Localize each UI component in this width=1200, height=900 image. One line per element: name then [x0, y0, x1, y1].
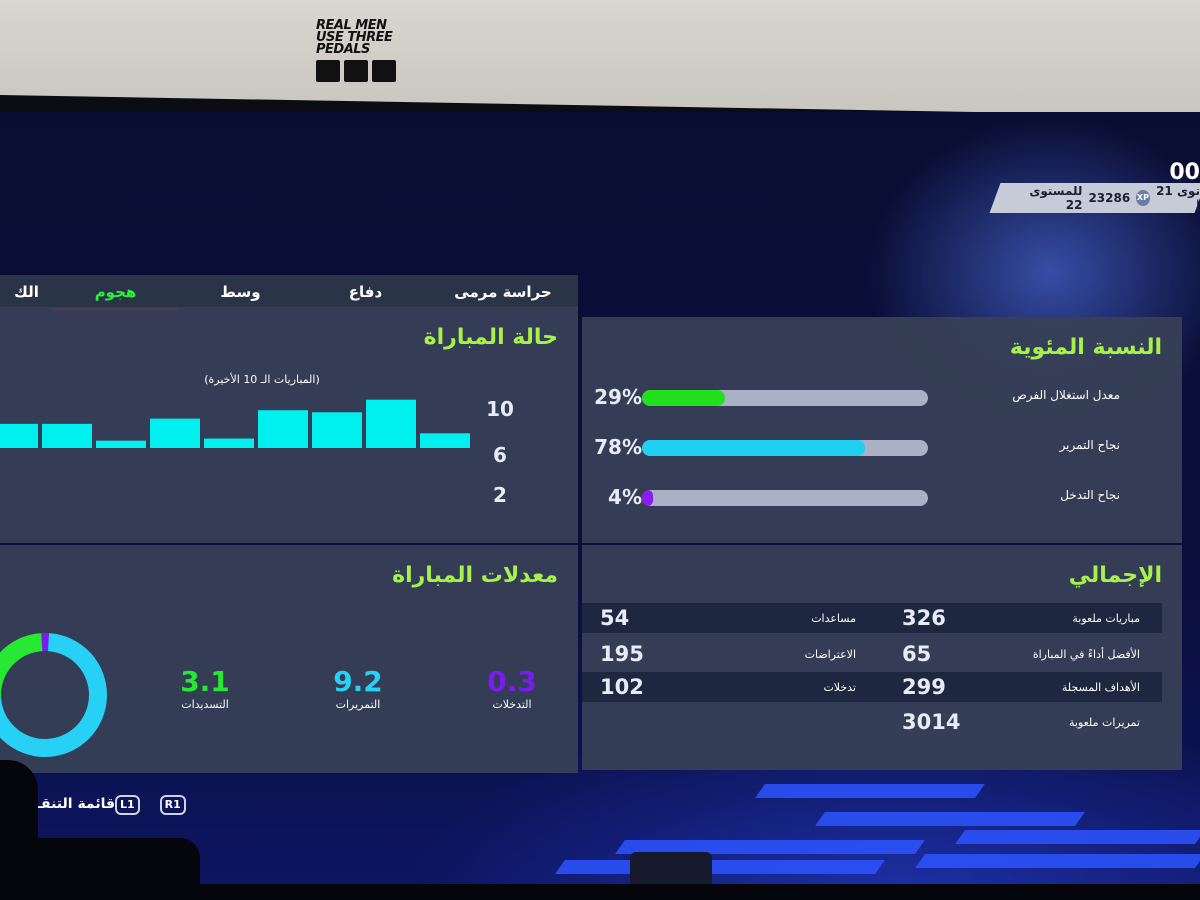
- donut-slice-1: [41, 633, 50, 652]
- stat-value: 3014: [902, 710, 961, 734]
- wall-sticker: REAL MEN USE THREE PEDALS: [316, 18, 412, 82]
- stat-value: 299: [902, 675, 946, 699]
- match-rates-donut: [0, 633, 107, 757]
- stat-value: 65: [902, 642, 932, 666]
- bar-row-chance-conversion: 29% معدل استغلال الفرص: [582, 383, 1182, 413]
- rate-shots: 3.1 التسديدات: [150, 665, 260, 711]
- bar-row-pass-success: 78% نجاح التمرير: [582, 433, 1182, 463]
- table-row: 54 مساعدات 326 مباريات ملعوبة: [582, 603, 1162, 633]
- rate-tackles: 0.3 التدخلات: [457, 665, 567, 711]
- form-bar-4: [96, 440, 146, 448]
- tab-defense[interactable]: دفاع: [348, 283, 383, 301]
- y-tick-6: 6: [493, 443, 507, 467]
- match-rates-panel: معدلات المباراة 0.3 التدخلات 9.2 التمرير…: [0, 545, 578, 773]
- bar-fill: [642, 490, 654, 506]
- bar-track: [642, 440, 928, 456]
- bar-label: نجاح التدخل: [1060, 488, 1120, 502]
- donut-slice-3: [0, 633, 43, 698]
- stat-label: تدخلات: [823, 681, 856, 694]
- chart-caption: (المباريات الـ 10 الأخيرة): [204, 372, 320, 386]
- tab-more[interactable]: الك: [14, 283, 39, 301]
- r1-button[interactable]: R1: [159, 795, 186, 815]
- xp-icon: XP: [1136, 190, 1150, 206]
- donut-slice-2: [0, 633, 107, 757]
- sticker-line-2: USE THREE: [316, 30, 393, 45]
- form-bar-2: [0, 423, 38, 448]
- rate-value: 0.3: [487, 665, 537, 698]
- table-row: 3014 تمريرات ملعوبة: [582, 707, 1162, 737]
- rate-passes: 9.2 التمريرات: [303, 665, 413, 711]
- rate-label: التمريرات: [335, 698, 381, 711]
- bar-fill: [642, 390, 725, 406]
- l1-button[interactable]: L1: [115, 795, 140, 815]
- bar-pct: 4%: [608, 485, 642, 509]
- next-level: للمستوى 22: [1029, 184, 1083, 212]
- current-level: توى 21 |: [1156, 184, 1200, 212]
- stat-label: الأفضل أداءً في المباراة: [1032, 648, 1140, 661]
- match-form-chart: (المباريات الـ 10 الأخيرة) 10 6 2: [0, 372, 514, 507]
- match-form-panel: حالة المباراة (المباريات الـ 10 الأخيرة)…: [0, 307, 578, 543]
- stat-label: مساعدات: [811, 612, 856, 625]
- table-row: 102 تدخلات 299 الأهداف المسجلة: [582, 672, 1162, 702]
- room-wall: [0, 0, 1200, 112]
- stat-label: الاعتراضات: [804, 648, 856, 661]
- rate-label: التدخلات: [492, 698, 532, 711]
- stat-value: 326: [902, 606, 946, 630]
- y-tick-10: 10: [486, 397, 514, 421]
- tab-attack[interactable]: هجوم: [53, 275, 178, 311]
- pedals-icon: [316, 60, 412, 82]
- xp-value: 23286: [1088, 191, 1131, 205]
- foreground-object: [0, 760, 38, 850]
- rate-label: التسديدات: [181, 698, 229, 711]
- form-bar-6: [204, 438, 254, 448]
- bg-stripe: [955, 830, 1200, 844]
- bar-track: [642, 490, 928, 506]
- bg-stripe: [915, 854, 1200, 868]
- tab-goalkeeping[interactable]: حراسة مرمى: [454, 283, 552, 301]
- match-form-title: حالة المباراة: [423, 325, 558, 350]
- table-row: 195 الاعتراضات 65 الأفضل أداءً في المبار…: [582, 639, 1162, 669]
- stat-value: 102: [600, 675, 644, 699]
- stat-label: الأهداف المسجلة: [1061, 681, 1140, 694]
- rate-value: 9.2: [333, 665, 383, 698]
- rate-value: 3.1: [180, 665, 230, 698]
- bar-pct: 78%: [594, 435, 642, 459]
- sticker-line-3: PEDALS: [316, 42, 370, 57]
- stat-value: 195: [600, 642, 644, 666]
- bar-label: معدل استغلال الفرص: [1012, 388, 1120, 402]
- form-bar-7: [258, 410, 308, 448]
- bg-stripe: [755, 784, 985, 798]
- tab-midfield[interactable]: وسط: [220, 283, 261, 301]
- position-tabs: حراسة مرمى دفاع وسط هجوم الك: [0, 275, 578, 311]
- bar-pct: 29%: [594, 385, 642, 409]
- form-bar-3: [42, 423, 92, 448]
- tv-bottom-bezel: [0, 884, 1200, 900]
- navigation-list-label: قائمة التنقـ: [36, 796, 115, 812]
- sticker-line-1: REAL MEN: [316, 18, 387, 33]
- score-partial: 00: [1169, 160, 1200, 185]
- form-bar-9: [366, 399, 416, 448]
- match-rates-title: معدلات المباراة: [392, 563, 558, 588]
- bar-track: [642, 390, 928, 406]
- footer-controls: L1 R1: [60, 793, 186, 817]
- bar-fill: [642, 440, 866, 456]
- form-bar-8: [312, 412, 362, 448]
- form-bar-5: [150, 418, 200, 448]
- level-info: توى 21 | XP 23286 للمستوى 22: [1020, 184, 1200, 212]
- bar-row-tackle-success: 4% نجاح التدخل: [582, 483, 1182, 513]
- y-tick-2: 2: [493, 483, 507, 507]
- form-bar-10: [420, 433, 470, 448]
- bg-stripe: [555, 860, 885, 874]
- stat-label: مباريات ملعوبة: [1072, 612, 1140, 625]
- totals-title: الإجمالي: [1068, 563, 1162, 588]
- bg-stripe: [815, 812, 1085, 826]
- totals-panel: الإجمالي 54 مساعدات 326 مباريات ملعوبة 1…: [582, 545, 1182, 770]
- percentage-title: النسبة المئوية: [1009, 335, 1162, 360]
- bar-label: نجاح التمرير: [1059, 438, 1120, 452]
- percentage-panel: النسبة المئوية 29% معدل استغلال الفرص 78…: [582, 317, 1182, 543]
- stat-value: 54: [600, 606, 630, 630]
- stat-label: تمريرات ملعوبة: [1068, 716, 1140, 729]
